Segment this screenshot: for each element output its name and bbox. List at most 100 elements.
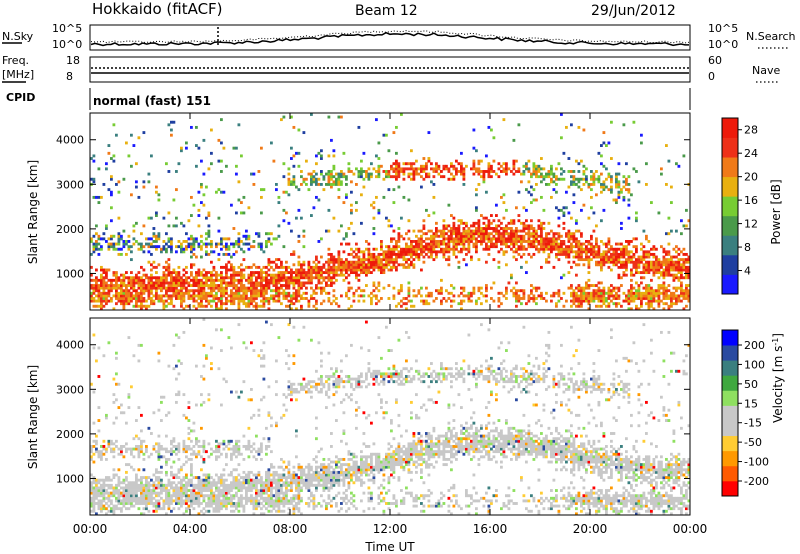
heatmap-cell (547, 260, 551, 264)
heatmap-cell (622, 195, 626, 199)
heatmap-cell (212, 289, 216, 293)
heatmap-cell (670, 260, 673, 264)
heatmap-cell (685, 224, 688, 228)
heatmap-cell (615, 255, 618, 259)
heatmap-cell (152, 265, 156, 269)
heatmap-cell (200, 468, 203, 472)
heatmap-cell (635, 263, 638, 267)
heatmap-cell (302, 260, 306, 264)
heatmap-cell (460, 299, 463, 303)
heatmap-cell (170, 483, 173, 487)
heatmap-cell (227, 486, 231, 490)
heatmap-cell (642, 297, 646, 300)
heatmap-cell (415, 245, 418, 249)
heatmap-cell (270, 297, 273, 300)
heatmap-cell (682, 307, 686, 311)
heatmap-cell (252, 297, 256, 300)
heatmap-cell (182, 439, 186, 443)
heatmap-cell (457, 250, 461, 254)
heatmap-cell (182, 278, 186, 282)
heatmap-cell (170, 128, 173, 132)
heatmap-cell (292, 182, 296, 186)
heatmap-cell (607, 260, 611, 264)
heatmap-cell (315, 307, 318, 311)
heatmap-cell (407, 198, 411, 202)
heatmap-cell (580, 159, 583, 163)
heatmap-cell (102, 445, 106, 448)
heatmap-cell (255, 286, 258, 290)
heatmap-cell (397, 185, 401, 189)
heatmap-cell (307, 302, 311, 306)
heatmap-cell (492, 281, 496, 285)
heatmap-cell (622, 263, 626, 267)
heatmap-cell (307, 273, 311, 277)
heatmap-cell (125, 297, 128, 300)
heatmap-cell (285, 281, 288, 285)
heatmap-cell (567, 286, 571, 290)
heatmap-cell (632, 294, 636, 298)
heatmap-cell (632, 291, 636, 295)
heatmap-cell (295, 185, 298, 189)
heatmap-cell (480, 242, 483, 246)
heatmap-cell (627, 302, 631, 306)
heatmap-cell (147, 455, 151, 459)
heatmap-cell (472, 232, 476, 236)
heatmap-cell (172, 476, 176, 480)
heatmap-cell (347, 265, 351, 269)
heatmap-cell (310, 182, 313, 186)
heatmap-cell (380, 260, 383, 264)
heatmap-cell (470, 232, 473, 236)
heatmap-cell (317, 260, 321, 264)
heatmap-cell (430, 229, 433, 233)
heatmap-cell (620, 252, 623, 256)
heatmap-cell (450, 234, 453, 238)
heatmap-cell (190, 297, 193, 300)
heatmap-cell (295, 299, 298, 303)
heatmap-cell (257, 281, 261, 285)
heatmap-cell (330, 284, 333, 287)
heatmap-cell (257, 245, 261, 249)
heatmap-cell (100, 284, 103, 287)
heatmap-cell (460, 291, 463, 295)
heatmap-cell (685, 273, 688, 277)
heatmap-cell (412, 252, 416, 256)
heatmap-cell (530, 289, 533, 293)
heatmap-cell (197, 478, 201, 482)
heatmap-cell (470, 291, 473, 295)
heatmap-cell (572, 193, 576, 197)
heatmap-cell (197, 284, 201, 287)
heatmap-cell (180, 245, 183, 249)
heatmap-cell (620, 242, 623, 246)
heatmap-cell (257, 234, 261, 238)
heatmap-cell (207, 473, 211, 477)
heatmap-cell (120, 452, 123, 456)
heatmap-cell (310, 180, 313, 184)
heatmap-cell (542, 247, 546, 251)
heatmap-cell (382, 271, 386, 275)
heatmap-cell (187, 478, 191, 482)
heatmap-cell (530, 245, 533, 249)
heatmap-cell (112, 450, 116, 454)
heatmap-cell (462, 175, 466, 179)
heatmap-cell (447, 203, 451, 207)
heatmap-cell (340, 271, 343, 275)
heatmap-cell (360, 159, 363, 163)
heatmap-cell (552, 245, 556, 249)
heatmap-cell (572, 182, 576, 186)
heatmap-cell (92, 499, 96, 503)
heatmap-cell (225, 494, 228, 498)
heatmap-cell (282, 278, 286, 282)
heatmap-cell (580, 245, 583, 249)
heatmap-cell (240, 284, 243, 287)
heatmap-cell (105, 478, 108, 482)
heatmap-cell (572, 245, 576, 249)
heatmap-cell (605, 144, 608, 147)
heatmap-cell (610, 255, 613, 259)
heatmap-cell (617, 255, 621, 259)
heatmap-cell (380, 164, 383, 168)
heatmap-cell (577, 229, 581, 233)
heatmap-cell (212, 268, 216, 272)
heatmap-cell (180, 294, 183, 298)
heatmap-cell (532, 170, 536, 173)
heatmap-cell (347, 227, 351, 230)
